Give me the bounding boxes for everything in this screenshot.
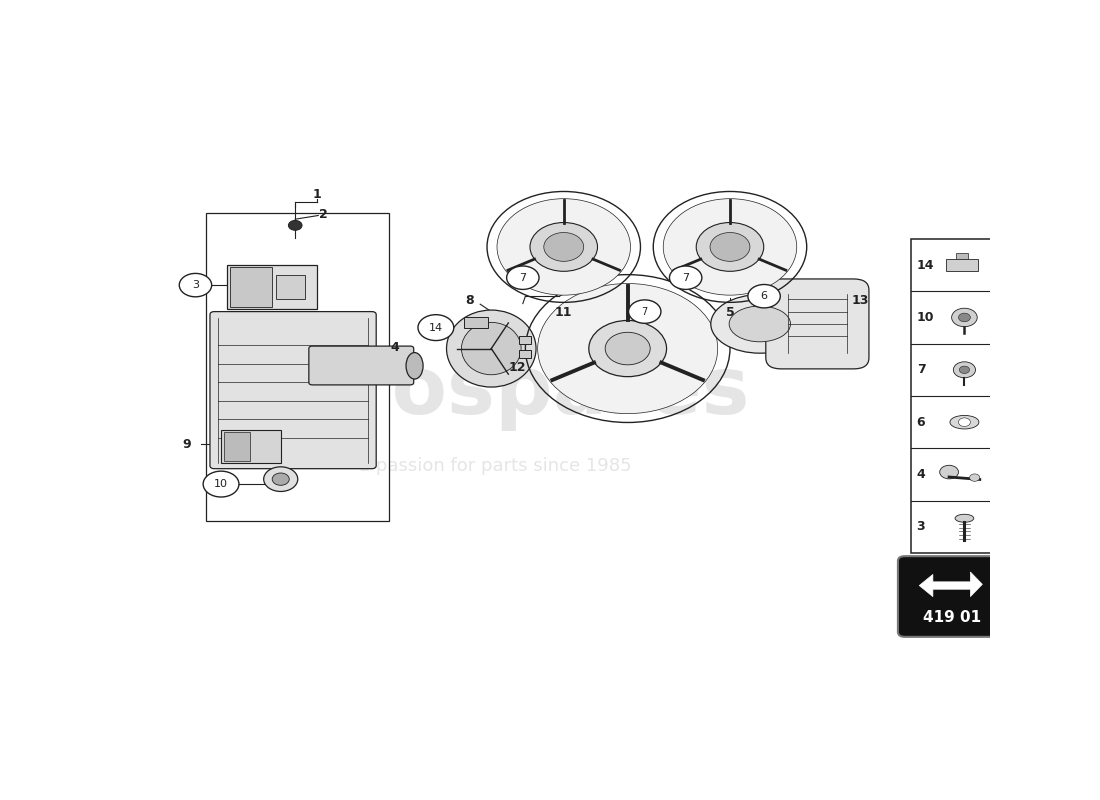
Text: 8: 8 [465,294,474,307]
FancyBboxPatch shape [210,311,376,469]
Circle shape [958,313,970,322]
Bar [227,266,317,309]
Bar [518,336,530,344]
Polygon shape [920,572,982,597]
Circle shape [497,198,630,295]
Bar [221,430,280,462]
Bar [206,213,389,521]
Circle shape [605,332,650,365]
Text: 4: 4 [916,468,925,481]
Text: eurospares: eurospares [241,353,750,430]
Ellipse shape [729,306,791,342]
Circle shape [264,467,298,491]
Circle shape [179,274,211,297]
Text: 3: 3 [192,280,199,290]
Bar [276,274,306,299]
FancyBboxPatch shape [309,346,414,385]
Text: 7: 7 [916,363,925,376]
Ellipse shape [406,353,424,379]
Text: 4: 4 [390,341,399,354]
Circle shape [958,418,970,426]
Bar [464,317,488,328]
Bar [956,253,968,259]
Text: 10: 10 [916,311,934,324]
Text: 419 01: 419 01 [923,610,981,625]
Text: 7: 7 [682,273,690,282]
Circle shape [939,466,958,479]
Circle shape [663,198,796,295]
Bar [911,239,994,553]
Ellipse shape [447,310,536,387]
Circle shape [628,300,661,323]
Text: a passion for parts since 1985: a passion for parts since 1985 [360,457,631,474]
Circle shape [969,474,980,482]
Text: 14: 14 [916,258,934,271]
Text: 14: 14 [429,322,443,333]
Text: 1: 1 [312,188,321,201]
Text: 9: 9 [183,438,191,450]
Circle shape [272,473,289,486]
FancyBboxPatch shape [898,556,1005,637]
Circle shape [204,471,239,497]
Circle shape [954,362,976,378]
Circle shape [670,266,702,290]
Ellipse shape [950,415,979,429]
Text: 5: 5 [726,306,735,319]
Text: 6: 6 [760,291,768,301]
Text: 3: 3 [916,520,925,534]
Circle shape [710,233,750,262]
Circle shape [418,314,454,341]
Text: 11: 11 [556,306,572,319]
Text: 2: 2 [319,208,328,221]
Text: 13: 13 [851,294,869,307]
Ellipse shape [955,514,974,522]
Circle shape [952,308,977,326]
Text: 10: 10 [214,479,228,489]
FancyBboxPatch shape [766,279,869,369]
Text: 6: 6 [916,416,925,429]
Bar [946,259,978,271]
Text: 7: 7 [519,273,527,282]
Text: 12: 12 [508,361,526,374]
Text: 7: 7 [641,306,648,317]
Bar [230,267,272,306]
Circle shape [507,266,539,290]
Bar [518,350,530,358]
Circle shape [543,233,584,262]
Ellipse shape [462,322,521,374]
Circle shape [288,221,302,230]
Circle shape [538,283,717,414]
Bar [224,432,250,461]
Circle shape [959,366,969,374]
Circle shape [748,285,780,308]
Circle shape [530,222,597,271]
Circle shape [696,222,763,271]
Ellipse shape [711,294,808,353]
Circle shape [588,321,667,377]
